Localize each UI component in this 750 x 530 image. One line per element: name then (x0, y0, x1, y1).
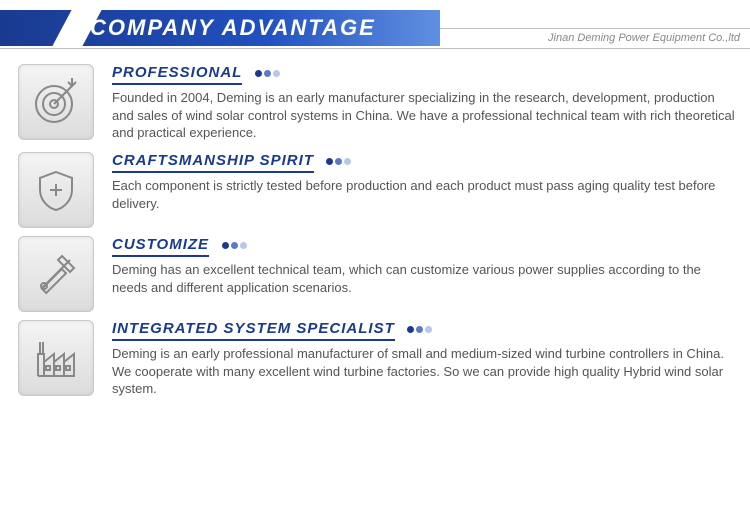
section-description: Deming has an excellent technical team, … (112, 261, 736, 296)
section-heading: CRAFTSMANSHIP SPIRIT (112, 152, 314, 173)
section-description: Deming is an early professional manufact… (112, 345, 736, 398)
section-heading: PROFESSIONAL (112, 64, 242, 85)
section-customize: CUSTOMIZE Deming has an excellent techni… (0, 232, 750, 316)
title-banner: COMPANY ADVANTAGE (0, 10, 440, 46)
dots-icon (324, 152, 351, 170)
page-title: COMPANY ADVANTAGE (90, 15, 376, 41)
divider-line (0, 48, 750, 49)
section-content: PROFESSIONAL Founded in 2004, Deming is … (112, 64, 736, 142)
divider-line (440, 28, 750, 29)
dots-icon (253, 64, 280, 82)
factory-icon (18, 320, 94, 396)
section-description: Founded in 2004, Deming is an early manu… (112, 89, 736, 142)
section-integrated: INTEGRATED SYSTEM SPECIALIST Deming is a… (0, 316, 750, 402)
target-icon (18, 64, 94, 140)
section-content: CUSTOMIZE Deming has an excellent techni… (112, 236, 736, 296)
dots-icon (220, 236, 247, 254)
section-heading: INTEGRATED SYSTEM SPECIALIST (112, 320, 395, 341)
section-description: Each component is strictly tested before… (112, 177, 736, 212)
company-name: Jinan Deming Power Equipment Co.,ltd (548, 32, 740, 44)
section-content: CRAFTSMANSHIP SPIRIT Each component is s… (112, 152, 736, 212)
section-professional: PROFESSIONAL Founded in 2004, Deming is … (0, 58, 750, 148)
header: COMPANY ADVANTAGE Jinan Deming Power Equ… (0, 8, 750, 58)
tools-icon (18, 236, 94, 312)
section-craftsmanship: CRAFTSMANSHIP SPIRIT Each component is s… (0, 148, 750, 232)
dots-icon (405, 320, 432, 338)
section-content: INTEGRATED SYSTEM SPECIALIST Deming is a… (112, 320, 736, 398)
section-heading: CUSTOMIZE (112, 236, 209, 257)
shield-icon (18, 152, 94, 228)
